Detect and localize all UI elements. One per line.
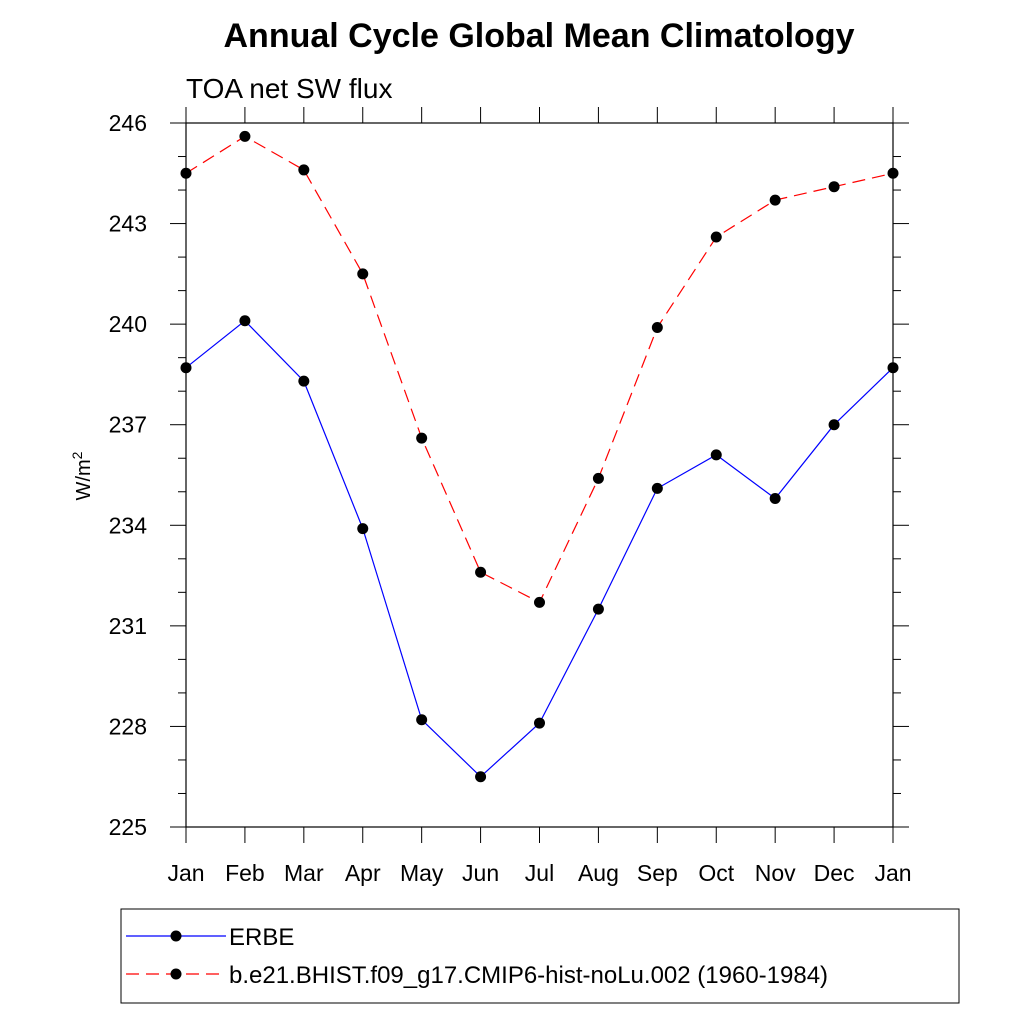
- x-tick-label: Nov: [755, 860, 796, 886]
- series-0-point: [239, 315, 251, 327]
- legend-marker-0: [170, 930, 182, 942]
- series-1-point: [416, 432, 428, 444]
- series-1-point: [887, 167, 899, 179]
- series-0-point: [357, 523, 369, 535]
- x-tick-label: Jul: [525, 860, 554, 886]
- series-0-point: [828, 419, 840, 431]
- x-tick-label: Jun: [462, 860, 499, 886]
- series-0-point: [298, 375, 310, 387]
- series-0-point: [769, 492, 781, 504]
- x-tick-label: Oct: [698, 860, 734, 886]
- x-tick-label: May: [400, 860, 444, 886]
- y-tick-label: 231: [109, 613, 147, 639]
- y-axis-label: W/m2: [69, 451, 95, 500]
- series-1-point: [534, 596, 545, 608]
- series-1-point: [592, 472, 604, 484]
- series-0-point: [180, 362, 192, 374]
- y-tick-label: 246: [109, 110, 147, 136]
- series-1-point: [357, 268, 369, 280]
- series-markers: [180, 130, 899, 783]
- x-tick-label: Jan: [167, 860, 204, 886]
- y-tick-label: 225: [109, 814, 147, 840]
- legend: ERBE b.e21.BHIST.f09_g17.CMIP6-hist-noLu.…: [126, 924, 828, 989]
- legend-label-0: ERBE: [229, 924, 294, 951]
- x-tick-label: Aug: [578, 860, 619, 886]
- y-tick-label: 234: [109, 512, 148, 538]
- y-axis-label-text: W/m: [73, 459, 95, 500]
- series-0-point: [651, 482, 663, 494]
- legend-marker-1: [170, 968, 182, 980]
- y-tick-labels: 225 228 231 234 237 240 243 246: [109, 110, 148, 840]
- x-tick-label: Mar: [284, 860, 324, 886]
- series-0-point: [534, 717, 545, 729]
- x-tick-label: Sep: [637, 860, 678, 886]
- x-tick-label: Apr: [345, 860, 381, 886]
- axis-ticks: [170, 107, 909, 843]
- svg-text:W/m2: W/m2: [69, 451, 95, 500]
- y-tick-label: 243: [109, 211, 147, 237]
- series-1-point: [769, 194, 781, 206]
- x-tick-label: Dec: [814, 860, 855, 886]
- series-0-point: [416, 714, 428, 726]
- series-0-point: [592, 603, 604, 615]
- series-0-point: [475, 771, 487, 783]
- legend-box: [120, 908, 960, 1004]
- series-1-point: [475, 566, 487, 578]
- y-axis-label-superscript: 2: [69, 451, 85, 459]
- y-tick-label: 237: [109, 412, 147, 438]
- chart-title: Annual Cycle Global Mean Climatology: [224, 17, 855, 55]
- series-lines: [185, 135, 894, 778]
- y-tick-label: 228: [109, 713, 147, 739]
- series-line-0: [185, 319, 894, 778]
- series-0-point: [710, 449, 722, 461]
- legend-label-1: b.e21.BHIST.f09_g17.CMIP6-hist-noLu.002 …: [229, 962, 828, 989]
- series-1-point: [710, 231, 722, 243]
- series-0-point: [887, 362, 899, 374]
- x-tick-labels: Jan Feb Mar Apr May Jun Jul Aug Sep Oct Nov Dec Jan: [167, 860, 911, 886]
- series-1-point: [651, 321, 663, 333]
- x-tick-label: Jan: [874, 860, 911, 886]
- series-1-point: [298, 164, 310, 176]
- series-1-point: [239, 130, 251, 142]
- series-1-point: [180, 167, 192, 179]
- series-1-point: [828, 181, 840, 193]
- x-tick-label: Feb: [225, 860, 265, 886]
- chart-subtitle: TOA net SW flux: [186, 73, 392, 104]
- y-tick-label: 240: [109, 311, 147, 337]
